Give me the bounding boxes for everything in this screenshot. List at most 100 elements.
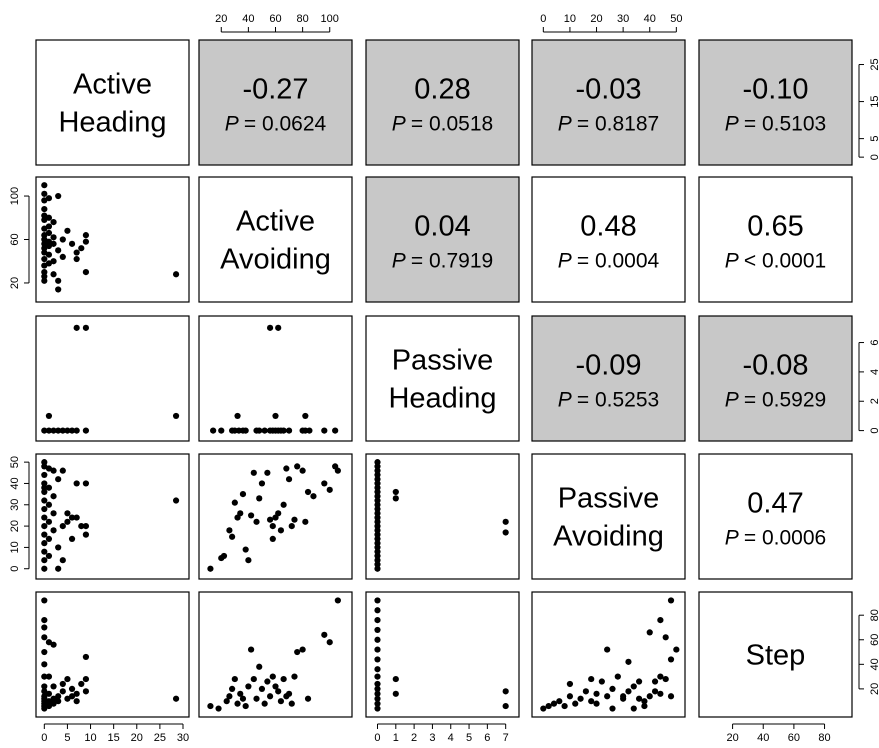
panel-4-1 (198, 591, 353, 718)
point-4-1-32 (326, 639, 333, 646)
point-3-2-4 (374, 548, 381, 555)
point-3-1-15 (258, 480, 266, 487)
point-4-1-31 (321, 631, 328, 638)
point-1-0-20 (45, 229, 53, 237)
correlation-0-3: -0.03 (575, 74, 641, 106)
point-3-0-21 (50, 467, 57, 474)
point-4-1-6 (234, 700, 241, 707)
point-4-3-15 (604, 693, 611, 700)
point-4-1-15 (258, 685, 266, 692)
panel-0-0 (35, 39, 190, 166)
point-4-3-33 (651, 678, 659, 685)
point-1-0-0 (41, 182, 48, 189)
point-3-0-6 (41, 497, 48, 504)
point-3-0-36 (73, 480, 80, 487)
point-1-0-1 (41, 190, 48, 197)
tick-label-row-2: 0 (869, 428, 879, 434)
point-3-0-0 (41, 459, 48, 466)
point-2-0-6 (68, 427, 76, 434)
point-3-2-21 (374, 476, 381, 483)
panel-1-4 (698, 176, 853, 303)
point-3-1-10 (245, 557, 252, 564)
point-3-0-2 (41, 471, 48, 479)
point-3-0-31 (64, 510, 71, 517)
point-4-0-24 (55, 693, 62, 700)
point-4-2-10 (374, 685, 381, 692)
p-relation: = 0.5253 (577, 389, 659, 412)
point-4-1-19 (269, 673, 276, 680)
point-1-0-27 (50, 240, 57, 247)
point-4-0-22 (50, 695, 57, 702)
point-4-1-7 (237, 690, 244, 697)
point-3-0-33 (68, 514, 76, 521)
point-4-3-29 (641, 698, 648, 705)
point-1-0-33 (55, 286, 62, 293)
panel-1-3 (531, 176, 686, 303)
point-4-3-10 (588, 698, 595, 705)
point-4-3-2 (550, 700, 558, 707)
p-label: P (392, 250, 411, 273)
point-4-3-12 (593, 690, 600, 697)
tick-label-col-1: 20 (215, 13, 227, 25)
point-4-1-28 (294, 648, 301, 656)
point-4-3-13 (593, 700, 600, 707)
point-2-1-16 (285, 427, 293, 434)
point-4-1-3 (226, 693, 233, 700)
point-4-3-35 (657, 617, 664, 624)
point-4-2-8 (374, 673, 381, 680)
point-3-2-10 (374, 522, 381, 530)
point-2-0-5 (64, 427, 71, 434)
point-1-0-35 (59, 236, 66, 243)
panel-0-2 (365, 39, 520, 166)
point-4-1-5 (231, 675, 238, 683)
point-3-0-28 (59, 467, 66, 474)
p-label: P (392, 113, 411, 136)
point-4-0-0 (41, 597, 48, 604)
point-3-1-33 (321, 480, 328, 487)
point-4-1-20 (272, 683, 279, 690)
point-3-2-9 (374, 527, 381, 534)
tick-label-col-1: 100 (321, 13, 339, 25)
point-3-2-2 (374, 557, 381, 564)
tick-label-row-0: 15 (869, 95, 879, 107)
tick-label-col-2: 0 (374, 732, 380, 744)
point-1-0-4 (41, 212, 48, 219)
point-4-1-26 (288, 700, 295, 707)
p-value-1-4: P < 0.0001 (725, 250, 826, 273)
point-4-3-27 (635, 695, 643, 702)
point-2-1-23 (272, 412, 279, 420)
point-3-0-4 (41, 484, 48, 491)
point-3-0-18 (45, 518, 53, 525)
p-relation: = 0.7919 (411, 250, 493, 273)
point-2-0-8 (82, 427, 90, 434)
tick-label-row-1: 20 (9, 277, 21, 289)
point-3-1-17 (266, 516, 274, 523)
tick-label-col-2: 4 (448, 732, 454, 744)
point-4-0-7 (41, 683, 48, 690)
point-4-2-0 (374, 597, 381, 604)
point-1-0-36 (64, 227, 71, 234)
point-3-2-13 (374, 510, 381, 517)
point-4-2-6 (374, 656, 381, 663)
point-4-0-4 (41, 648, 48, 656)
point-4-1-22 (277, 698, 285, 705)
point-3-2-15 (374, 501, 381, 508)
p-relation: = 0.0006 (744, 527, 826, 550)
point-1-0-32 (55, 277, 62, 284)
point-4-0-30 (68, 685, 76, 692)
point-1-0-2 (41, 197, 48, 204)
panel-3-2 (365, 453, 520, 580)
p-value-3-4: P = 0.0006 (725, 527, 826, 550)
tick-label-row-0: 25 (869, 58, 879, 70)
point-4-3-28 (641, 702, 648, 710)
point-4-0-28 (64, 675, 71, 683)
point-3-1-7 (237, 510, 244, 517)
tick-label-col-2: 7 (503, 732, 509, 744)
tick-label-row-2: 6 (869, 339, 879, 345)
point-3-0-17 (45, 501, 53, 508)
point-3-1-12 (250, 469, 257, 476)
point-3-2-25 (374, 459, 381, 466)
point-1-0-37 (68, 240, 76, 247)
point-3-2-6 (374, 540, 381, 547)
point-2-1-25 (266, 324, 274, 331)
